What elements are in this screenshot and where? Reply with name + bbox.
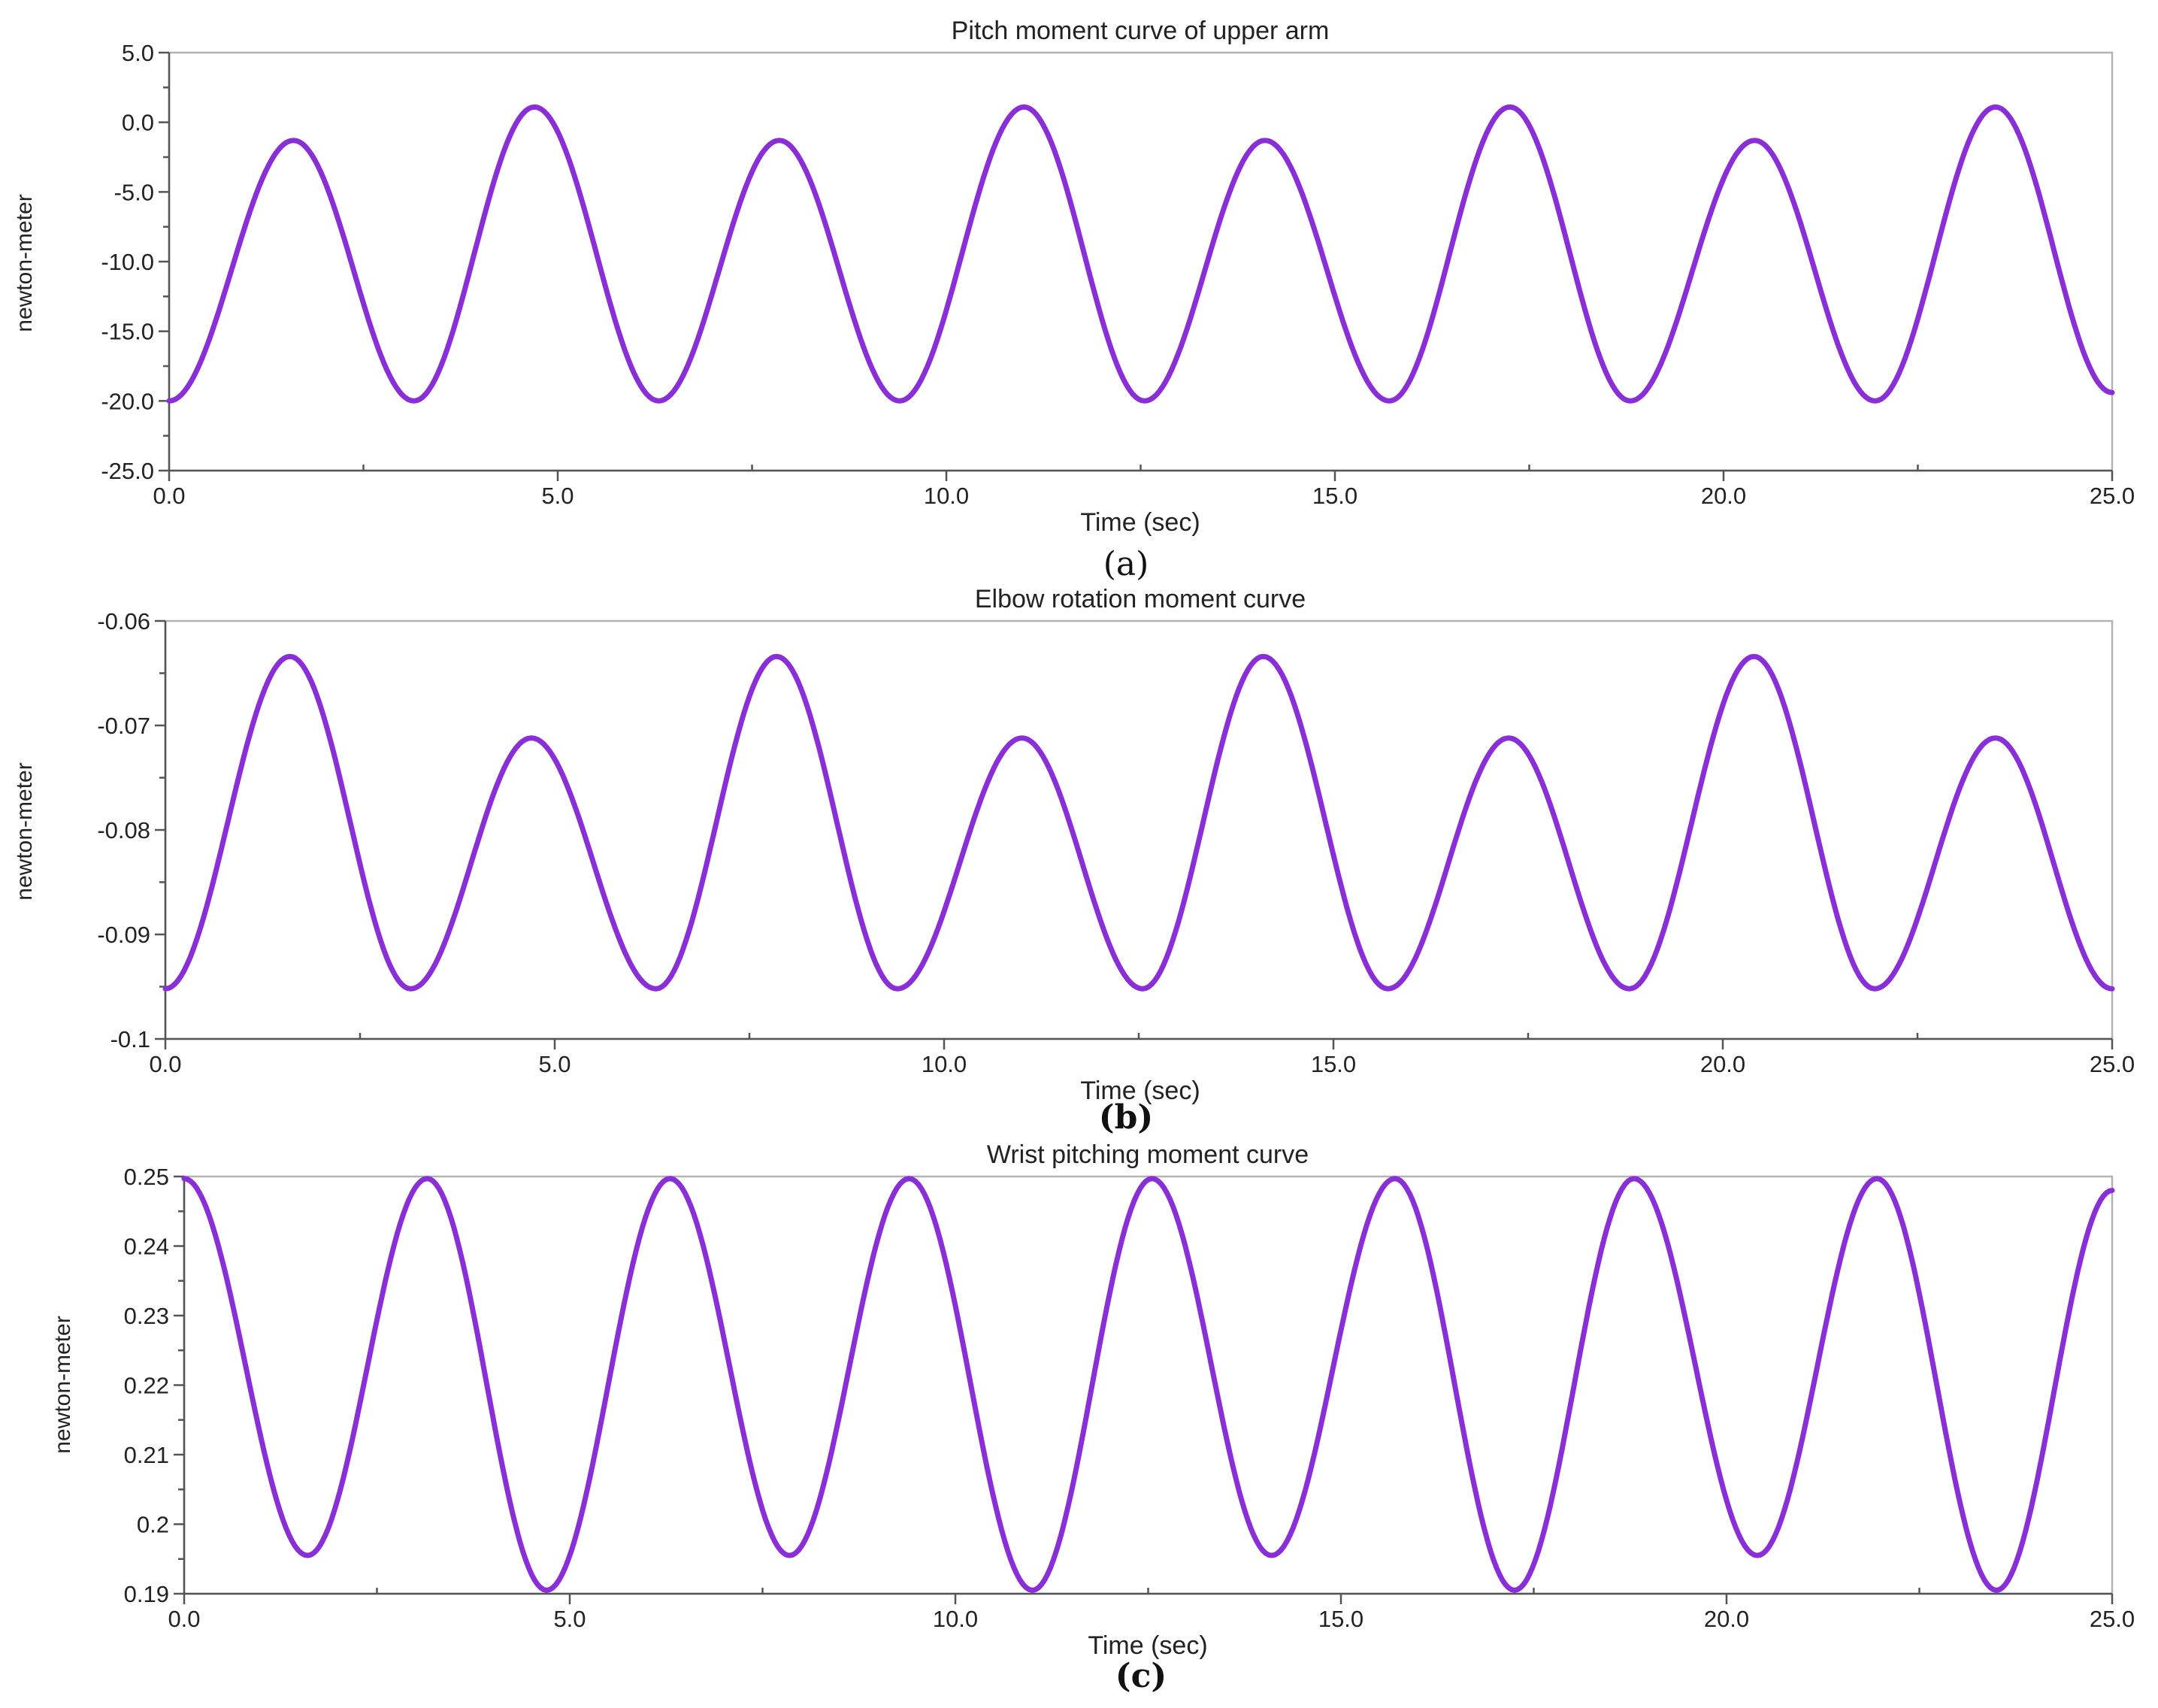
panel-caption: (a) bbox=[1103, 545, 1149, 583]
y-tick-label: -15.0 bbox=[101, 319, 154, 345]
y-tick-label: -5.0 bbox=[114, 179, 154, 205]
y-tick-label: 0.24 bbox=[124, 1234, 169, 1260]
chart-title: Wrist pitching moment curve bbox=[987, 1140, 1309, 1169]
x-tick-label: 15.0 bbox=[1318, 1606, 1364, 1632]
x-tick-label: 20.0 bbox=[1701, 483, 1746, 509]
x-axis-title: Time (sec) bbox=[1080, 508, 1200, 537]
x-tick-label: 25.0 bbox=[2090, 1606, 2135, 1632]
panel-caption: (c) bbox=[1115, 1657, 1167, 1695]
panel-a: Pitch moment curve of upper arm Time (se… bbox=[12, 17, 2135, 583]
plot-frame bbox=[168, 51, 2114, 472]
x-axis-title: Time (sec) bbox=[1088, 1631, 1207, 1660]
x-tick-label: 20.0 bbox=[1700, 1051, 1745, 1077]
y-tick-label: -0.06 bbox=[97, 608, 150, 634]
x-tick-label: 15.0 bbox=[1312, 483, 1357, 509]
y-tick-label: -0.1 bbox=[110, 1026, 150, 1052]
y-tick-label: 0.21 bbox=[124, 1442, 169, 1468]
plot-frame bbox=[183, 1175, 2114, 1595]
y-tick-label: 0.22 bbox=[124, 1373, 169, 1399]
y-tick-label: 5.0 bbox=[122, 40, 154, 66]
y-tick-label: 0.19 bbox=[124, 1581, 169, 1607]
y-axis-title: newton-meter bbox=[50, 1316, 75, 1453]
chart-title: Pitch moment curve of upper arm bbox=[952, 17, 1330, 45]
y-axis-title: newton-meter bbox=[12, 194, 37, 332]
y-tick-label: 0.2 bbox=[137, 1512, 169, 1538]
panel-caption: (b) bbox=[1099, 1098, 1153, 1137]
x-tick-label: 0.0 bbox=[153, 483, 185, 509]
x-tick-label: 10.0 bbox=[924, 483, 969, 509]
x-tick-label: 5.0 bbox=[538, 1051, 571, 1077]
y-tick-label: -20.0 bbox=[101, 388, 154, 414]
y-tick-label: -10.0 bbox=[101, 249, 154, 275]
y-tick-label: -0.08 bbox=[97, 817, 150, 843]
series-line bbox=[166, 104, 2115, 404]
x-tick-label: 25.0 bbox=[2090, 1051, 2135, 1077]
y-tick-label: -0.07 bbox=[97, 713, 150, 739]
x-tick-label: 0.0 bbox=[149, 1051, 181, 1077]
y-tick-label: 0.23 bbox=[124, 1303, 169, 1329]
panel-c: Wrist pitching moment curve Time (sec) n… bbox=[50, 1140, 2135, 1695]
y-axis-title: newton-meter bbox=[12, 762, 37, 900]
x-tick-label: 15.0 bbox=[1311, 1051, 1356, 1077]
series-line bbox=[181, 1176, 2115, 1593]
x-tick-label: 5.0 bbox=[541, 483, 574, 509]
panel-b: Elbow rotation moment curve Time (sec) n… bbox=[12, 585, 2135, 1137]
y-tick-label: 0.0 bbox=[122, 110, 154, 136]
chart-title: Elbow rotation moment curve bbox=[975, 585, 1306, 613]
x-tick-label: 10.0 bbox=[922, 1051, 967, 1077]
y-tick-label: 0.25 bbox=[124, 1164, 169, 1190]
x-axis-title: Time (sec) bbox=[1080, 1077, 1200, 1105]
x-tick-label: 10.0 bbox=[933, 1606, 978, 1632]
y-tick-label: -25.0 bbox=[101, 458, 154, 484]
y-tick-label: -0.09 bbox=[97, 922, 150, 948]
x-tick-label: 25.0 bbox=[2090, 483, 2135, 509]
plot-frame bbox=[164, 619, 2114, 1040]
x-tick-label: 5.0 bbox=[553, 1606, 586, 1632]
x-tick-label: 0.0 bbox=[168, 1606, 200, 1632]
x-tick-label: 20.0 bbox=[1704, 1606, 1749, 1632]
series-line bbox=[162, 653, 2115, 992]
